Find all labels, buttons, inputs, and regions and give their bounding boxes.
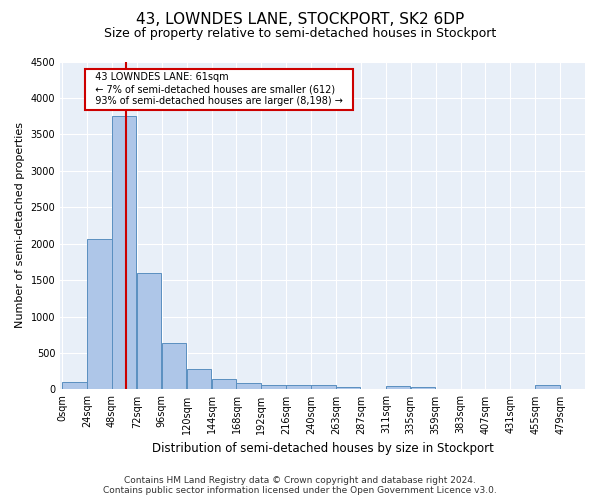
Bar xyxy=(87,240,112,390)
Bar xyxy=(262,384,286,390)
Bar xyxy=(286,385,311,390)
Bar xyxy=(162,343,186,390)
Bar xyxy=(236,382,261,390)
Bar xyxy=(386,386,410,390)
Text: Size of property relative to semi-detached houses in Stockport: Size of property relative to semi-detach… xyxy=(104,28,496,40)
Bar xyxy=(212,379,236,390)
Bar xyxy=(187,369,211,390)
Bar xyxy=(112,116,136,390)
Bar xyxy=(311,386,335,390)
Text: 43, LOWNDES LANE, STOCKPORT, SK2 6DP: 43, LOWNDES LANE, STOCKPORT, SK2 6DP xyxy=(136,12,464,28)
Text: Contains HM Land Registry data © Crown copyright and database right 2024.
Contai: Contains HM Land Registry data © Crown c… xyxy=(103,476,497,495)
Text: 43 LOWNDES LANE: 61sqm
  ← 7% of semi-detached houses are smaller (612)
  93% of: 43 LOWNDES LANE: 61sqm ← 7% of semi-deta… xyxy=(89,72,349,106)
Bar xyxy=(62,382,86,390)
Bar xyxy=(535,386,560,390)
Y-axis label: Number of semi-detached properties: Number of semi-detached properties xyxy=(15,122,25,328)
X-axis label: Distribution of semi-detached houses by size in Stockport: Distribution of semi-detached houses by … xyxy=(152,442,494,455)
Bar xyxy=(411,387,435,390)
Bar xyxy=(137,273,161,390)
Bar xyxy=(336,387,361,390)
